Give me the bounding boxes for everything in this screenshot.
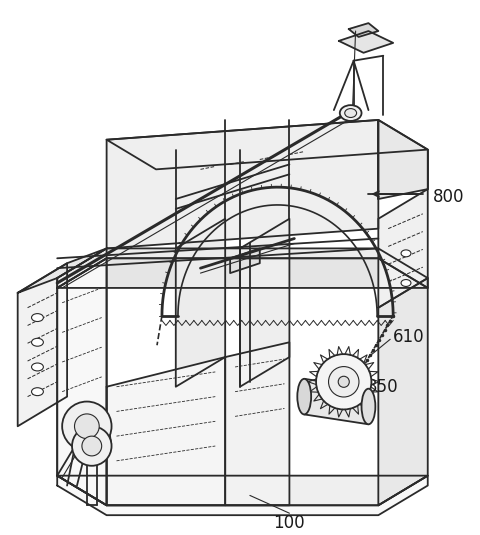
Polygon shape [57,258,107,505]
Polygon shape [107,120,378,248]
Ellipse shape [32,388,43,395]
Circle shape [82,436,101,456]
Text: 800: 800 [432,188,463,206]
Polygon shape [240,219,289,387]
Polygon shape [57,248,107,505]
Polygon shape [229,248,259,273]
Text: 610: 610 [392,328,424,346]
Circle shape [72,426,111,466]
Ellipse shape [344,109,356,118]
Polygon shape [378,278,427,505]
Polygon shape [57,476,427,515]
Circle shape [62,402,111,451]
Ellipse shape [400,250,410,257]
Ellipse shape [361,389,374,424]
Ellipse shape [339,105,361,121]
Polygon shape [225,342,289,505]
Text: 350: 350 [366,378,397,396]
Polygon shape [338,31,392,53]
Circle shape [328,366,358,397]
Polygon shape [378,189,427,308]
Polygon shape [57,248,427,288]
Polygon shape [378,120,427,199]
Ellipse shape [297,379,311,415]
Polygon shape [18,248,107,293]
Polygon shape [175,219,225,387]
Polygon shape [57,258,427,288]
Ellipse shape [32,314,43,322]
Polygon shape [348,23,378,37]
Polygon shape [303,379,368,424]
Circle shape [315,354,371,409]
Polygon shape [18,263,67,426]
Circle shape [74,414,99,439]
Circle shape [337,376,348,387]
Polygon shape [107,357,225,505]
Polygon shape [107,120,427,170]
Polygon shape [57,476,427,505]
Ellipse shape [32,338,43,346]
Ellipse shape [32,363,43,371]
Text: 100: 100 [273,514,305,532]
Ellipse shape [400,279,410,286]
